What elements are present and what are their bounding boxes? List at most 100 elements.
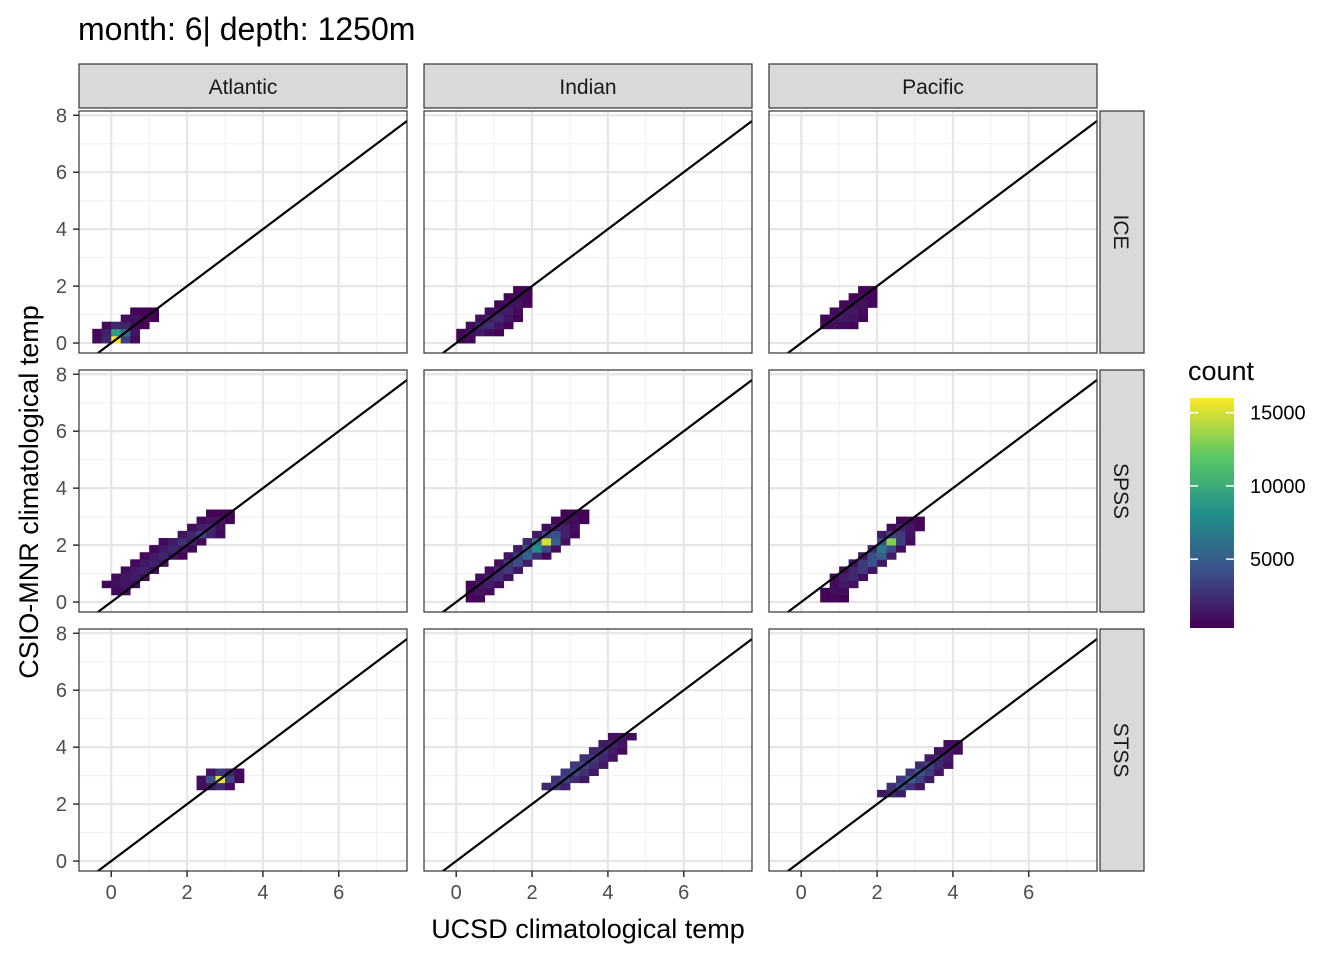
heatmap-bin — [149, 552, 160, 560]
heatmap-bin — [177, 537, 188, 546]
heatmap-bin — [130, 307, 141, 315]
heatmap-bin — [858, 559, 868, 567]
identity-line — [441, 637, 752, 871]
heatmap-bin — [494, 328, 505, 337]
y-tick-label: 0 — [56, 592, 67, 614]
heatmap-bin — [560, 530, 571, 539]
heatmap-bin — [905, 530, 916, 539]
legend-title: count — [1188, 356, 1255, 386]
heatmap-bin — [905, 537, 916, 546]
heatmap-bin — [829, 321, 840, 330]
heatmap-bin — [158, 545, 169, 553]
heatmap-bin — [541, 537, 552, 546]
heatmap-bin — [924, 754, 935, 762]
identity-line — [441, 119, 752, 353]
heatmap-bin — [848, 314, 859, 323]
y-tick-label: 6 — [56, 421, 67, 443]
x-tick-label: 2 — [872, 882, 883, 904]
heatmap-bin — [101, 328, 112, 337]
heatmap-bin — [522, 293, 533, 301]
y-tick-label: 8 — [56, 623, 67, 645]
identity-line — [96, 119, 407, 353]
heatmap-bin — [560, 768, 571, 777]
panel-background — [769, 629, 1097, 871]
facet-strip-ice — [1099, 110, 1145, 354]
heatmap-bin — [569, 761, 580, 769]
heatmap-bin — [877, 545, 887, 553]
heatmap-bin — [617, 747, 628, 755]
heatmap-bin — [215, 523, 226, 532]
heatmap-bin — [494, 321, 505, 330]
heatmap-bin — [111, 573, 122, 582]
heatmap-bin — [503, 321, 514, 330]
heatmap-bin — [579, 775, 590, 784]
heatmap-bin — [943, 740, 954, 748]
panel-indian-stss — [423, 628, 753, 872]
heatmap-bin — [560, 523, 571, 532]
heatmap-bin — [158, 537, 169, 546]
heatmap-bin — [877, 559, 887, 567]
heatmap-bin — [541, 523, 552, 532]
heatmap-bin — [924, 768, 935, 777]
heatmap-bin — [111, 580, 122, 589]
heatmap-bin — [829, 307, 840, 315]
heatmap-bin — [224, 516, 235, 525]
heatmap-bin — [101, 321, 112, 330]
heatmap-bin — [839, 314, 850, 323]
heatmap-bin — [560, 509, 571, 518]
heatmap-bin — [139, 559, 150, 567]
facet-label-ice: ICE — [1109, 214, 1132, 249]
heatmap-bin — [168, 537, 178, 546]
heatmap-bin — [196, 782, 207, 791]
heatmap-bin — [168, 545, 178, 553]
heatmap-bin — [541, 545, 552, 553]
heatmap-bin — [839, 300, 850, 308]
heatmap-bin — [475, 587, 486, 596]
panel-atlantic-stss — [78, 628, 408, 872]
x-tick-label: 4 — [947, 882, 958, 904]
identity-line — [786, 637, 1097, 871]
facet-label-spss: SPSS — [1109, 463, 1132, 519]
y-tick-label: 2 — [56, 535, 67, 557]
heatmap-bin — [234, 768, 245, 777]
heatmap-bin — [465, 335, 476, 344]
panel-atlantic-ice — [78, 110, 408, 354]
heatmap-bin — [607, 754, 618, 762]
heatmap-bin — [541, 552, 552, 560]
x-tick-label: 0 — [106, 882, 117, 904]
heatmap-bin — [503, 293, 514, 301]
heatmap-bin — [914, 775, 925, 784]
heatmap-bin — [896, 530, 906, 539]
heatmap-bin — [607, 732, 618, 741]
heatmap-bin — [933, 747, 944, 755]
heatmap-bin — [484, 328, 495, 337]
heatmap-bin — [858, 286, 868, 294]
heatmap-bin — [215, 530, 226, 539]
heatmap-bin — [848, 307, 859, 315]
facet-label-atlantic: Atlantic — [209, 76, 278, 99]
heatmap-bin — [187, 545, 197, 553]
panel-background — [769, 370, 1097, 612]
heatmap-bin — [551, 530, 561, 539]
heatmap-bin — [867, 293, 878, 301]
heatmap-bin — [877, 530, 887, 539]
heatmap-bin — [120, 566, 131, 574]
heatmap-bin — [475, 314, 486, 323]
heatmap-bin — [522, 300, 533, 308]
heatmap-bin — [933, 768, 944, 777]
facet-strip-spss — [1099, 369, 1145, 613]
heatmap-bin — [848, 321, 859, 330]
heatmap-bin — [130, 328, 141, 337]
heatmap-bin — [177, 552, 188, 560]
heatmap-bin — [858, 300, 868, 308]
heatmap-bin — [829, 594, 840, 603]
heatmap-bin — [484, 307, 495, 315]
heatmap-bin — [206, 509, 216, 518]
heatmap-bin — [532, 552, 542, 560]
panel-border — [78, 369, 408, 613]
heatmap-bin — [839, 573, 850, 582]
heatmap-bin — [829, 587, 840, 596]
heatmap-bin — [494, 314, 505, 323]
heatmap-bin — [149, 314, 160, 323]
heatmap-bin — [149, 545, 160, 553]
